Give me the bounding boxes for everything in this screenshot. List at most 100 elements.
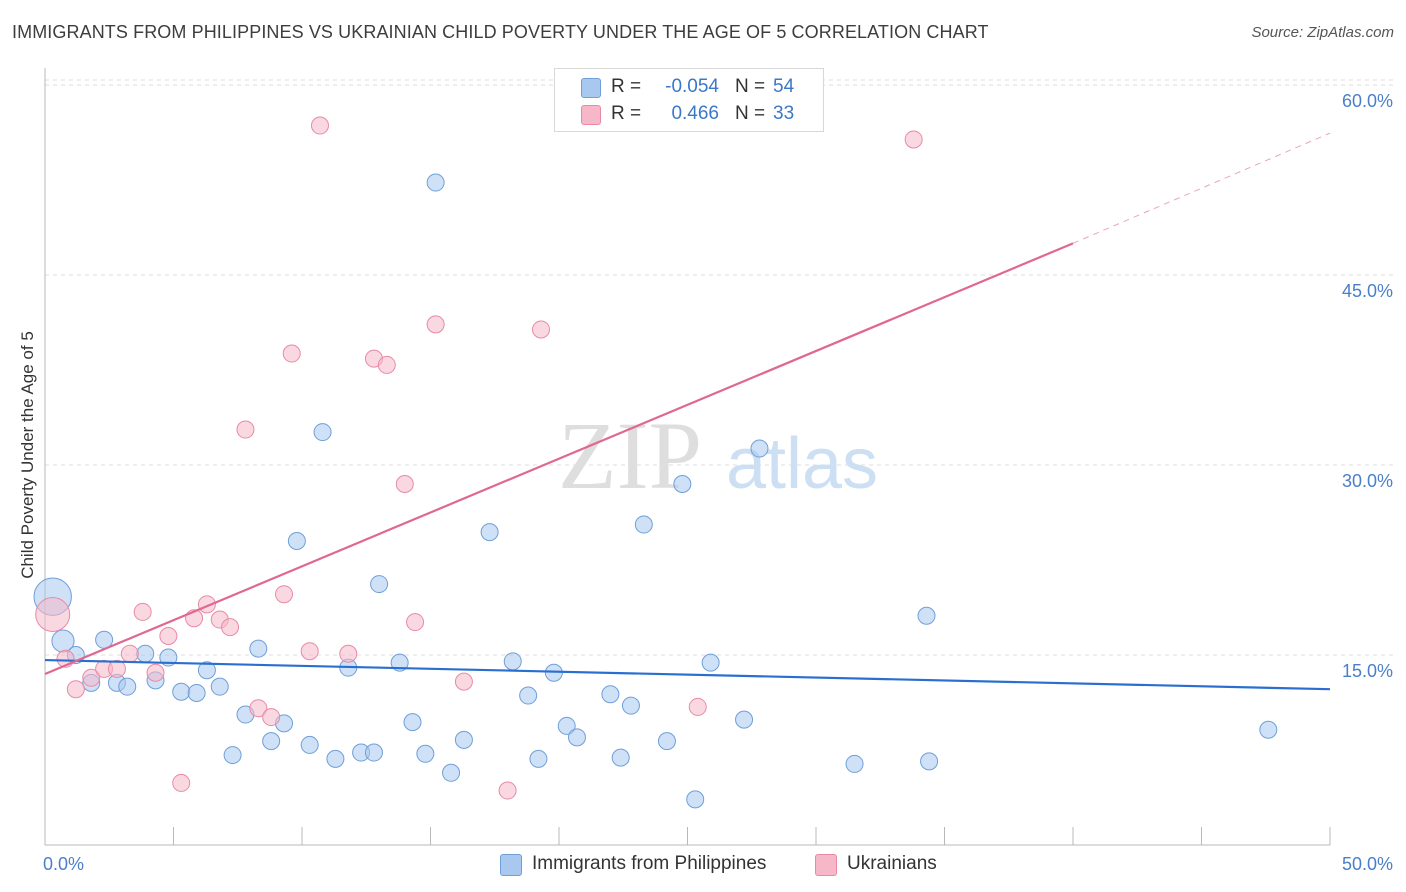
point-philippines <box>454 730 473 749</box>
point-philippines <box>601 685 620 704</box>
point-philippines <box>370 575 389 594</box>
legend-label: Immigrants from Philippines <box>532 853 767 874</box>
point-philippines <box>634 515 653 534</box>
point-philippines <box>426 173 445 192</box>
point-philippines <box>611 748 630 767</box>
point-philippines <box>262 732 281 751</box>
legend-swatch-blue <box>581 78 601 98</box>
watermark-atlas: atlas <box>726 424 878 504</box>
point-ukrainians <box>159 627 178 645</box>
point-philippines <box>657 732 676 751</box>
point-ukrainians <box>146 663 165 682</box>
legend-row-philippines: R = -0.054 N = 54 <box>555 75 823 101</box>
point-ukrainians <box>426 315 445 334</box>
n-label: N = <box>735 76 766 97</box>
point-ukrainians <box>498 781 517 800</box>
point-ukrainians <box>66 680 85 699</box>
point-philippines <box>172 682 191 701</box>
point-ukrainians <box>300 642 319 661</box>
y-tick-label: 60.0% <box>1342 91 1393 111</box>
point-philippines <box>701 653 720 672</box>
legend-label: Ukrainians <box>847 853 937 874</box>
y-tick-label: 30.0% <box>1342 471 1393 491</box>
legend-row-ukrainians: R = 0.466 N = 33 <box>555 102 823 128</box>
point-ukrainians <box>275 585 294 604</box>
point-philippines <box>287 532 306 550</box>
legend-swatch-blue <box>500 854 522 876</box>
gridlines <box>45 79 1395 656</box>
point-ukrainians <box>120 644 139 663</box>
point-ukrainians <box>282 344 301 363</box>
r-label: R = <box>611 76 642 97</box>
point-philippines <box>519 686 538 705</box>
point-philippines <box>403 713 422 732</box>
trend-lines <box>44 132 1331 691</box>
point-philippines <box>326 749 345 768</box>
watermark: ZIP atlas <box>558 402 878 509</box>
x-tick-label: 50.0% <box>1342 854 1393 874</box>
n-value: 54 <box>773 76 795 97</box>
r-label: R = <box>611 103 642 124</box>
y-tick-label: 15.0% <box>1342 661 1393 681</box>
point-philippines <box>920 752 939 771</box>
point-philippines <box>621 696 640 715</box>
data-points <box>33 116 1278 809</box>
point-ukrainians <box>904 130 923 149</box>
chart-title: IMMIGRANTS FROM PHILIPPINES VS UKRAINIAN… <box>12 22 989 42</box>
point-philippines <box>223 746 242 765</box>
point-ukrainians <box>249 699 268 718</box>
point-philippines <box>686 790 705 809</box>
point-ukrainians <box>377 355 396 374</box>
y-tick-label: 45.0% <box>1342 281 1393 301</box>
point-ukrainians <box>133 602 152 621</box>
stats-legend: R = -0.054 N = 54 R = 0.466 N = 33 <box>554 68 824 132</box>
point-philippines <box>750 439 769 458</box>
point-philippines <box>442 763 461 782</box>
legend-swatch-pink <box>581 105 601 125</box>
legend-swatch-pink <box>815 854 837 876</box>
watermark-zip: ZIP <box>558 402 702 509</box>
point-philippines <box>118 677 137 696</box>
point-philippines <box>390 653 409 672</box>
point-ukrainians <box>688 697 707 716</box>
point-ukrainians <box>35 596 71 632</box>
n-label: N = <box>735 103 766 124</box>
axes <box>44 68 1331 846</box>
trend-line-ukrainians-extension <box>1072 132 1331 244</box>
n-value: 33 <box>773 103 795 124</box>
point-ukrainians <box>236 420 255 439</box>
point-philippines <box>187 684 206 702</box>
point-philippines <box>845 754 864 773</box>
point-ukrainians <box>532 320 551 339</box>
point-philippines <box>197 661 216 680</box>
point-ukrainians <box>395 475 414 493</box>
point-ukrainians <box>454 672 473 691</box>
point-ukrainians <box>172 773 191 792</box>
point-ukrainians <box>310 116 329 135</box>
point-philippines <box>673 475 692 493</box>
point-philippines <box>136 644 155 663</box>
point-philippines <box>567 728 586 747</box>
point-philippines <box>503 652 522 671</box>
source-credit: Source: ZipAtlas.com <box>1251 24 1394 41</box>
trend-line-philippines <box>44 658 1331 691</box>
point-philippines <box>557 716 576 735</box>
tick-labels: 15.0% 30.0% 45.0% 60.0% 0.0% 50.0% <box>43 91 1393 874</box>
point-philippines <box>480 523 499 542</box>
point-philippines <box>529 749 548 768</box>
point-philippines <box>313 423 332 442</box>
r-value: -0.054 <box>665 76 719 97</box>
series-legend: Immigrants from Philippines Ukrainians <box>0 852 1406 878</box>
point-philippines <box>1259 720 1278 739</box>
point-ukrainians <box>339 644 358 663</box>
point-philippines <box>416 744 435 763</box>
point-philippines <box>210 677 229 696</box>
point-ukrainians <box>221 618 240 637</box>
point-philippines <box>917 606 936 625</box>
point-ukrainians <box>82 668 101 687</box>
point-philippines <box>249 639 268 658</box>
point-ukrainians <box>107 659 126 678</box>
point-ukrainians <box>262 708 281 727</box>
point-ukrainians <box>406 613 425 632</box>
